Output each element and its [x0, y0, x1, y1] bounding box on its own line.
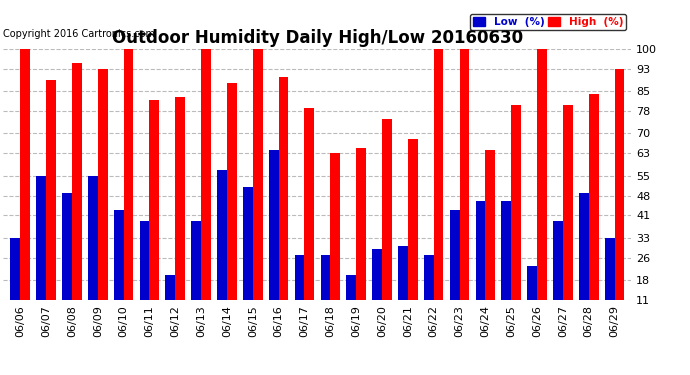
Bar — [320, 255, 331, 331]
Bar — [346, 274, 356, 331]
Bar — [10, 238, 20, 331]
Bar — [502, 201, 511, 331]
Bar — [62, 193, 72, 331]
Bar — [201, 49, 211, 331]
Bar — [114, 210, 124, 331]
Bar — [88, 176, 98, 331]
Bar — [37, 176, 46, 331]
Bar — [615, 69, 624, 331]
Bar — [450, 210, 460, 331]
Title: Outdoor Humidity Daily High/Low 20160630: Outdoor Humidity Daily High/Low 20160630 — [112, 29, 523, 47]
Bar — [408, 139, 417, 331]
Bar — [537, 49, 547, 331]
Bar — [175, 97, 185, 331]
Bar — [191, 221, 201, 331]
Bar — [424, 255, 434, 331]
Bar — [579, 193, 589, 331]
Bar — [227, 82, 237, 331]
Bar — [372, 249, 382, 331]
Bar — [356, 147, 366, 331]
Bar — [511, 105, 521, 331]
Legend: Low  (%), High  (%): Low (%), High (%) — [470, 14, 626, 30]
Bar — [166, 274, 175, 331]
Bar — [98, 69, 108, 331]
Bar — [243, 187, 253, 331]
Bar — [139, 221, 150, 331]
Bar — [563, 105, 573, 331]
Bar — [382, 119, 392, 331]
Text: Copyright 2016 Cartronics.com: Copyright 2016 Cartronics.com — [3, 29, 155, 39]
Bar — [46, 80, 56, 331]
Bar — [269, 150, 279, 331]
Bar — [553, 221, 563, 331]
Bar — [485, 150, 495, 331]
Bar — [398, 246, 408, 331]
Bar — [434, 49, 444, 331]
Bar — [253, 49, 263, 331]
Bar — [20, 49, 30, 331]
Bar — [304, 108, 315, 331]
Bar — [589, 94, 598, 331]
Bar — [150, 100, 159, 331]
Bar — [72, 63, 81, 331]
Bar — [604, 238, 615, 331]
Bar — [331, 153, 340, 331]
Bar — [475, 201, 485, 331]
Bar — [527, 266, 537, 331]
Bar — [124, 49, 133, 331]
Bar — [217, 170, 227, 331]
Bar — [295, 255, 304, 331]
Bar — [279, 77, 288, 331]
Bar — [460, 49, 469, 331]
